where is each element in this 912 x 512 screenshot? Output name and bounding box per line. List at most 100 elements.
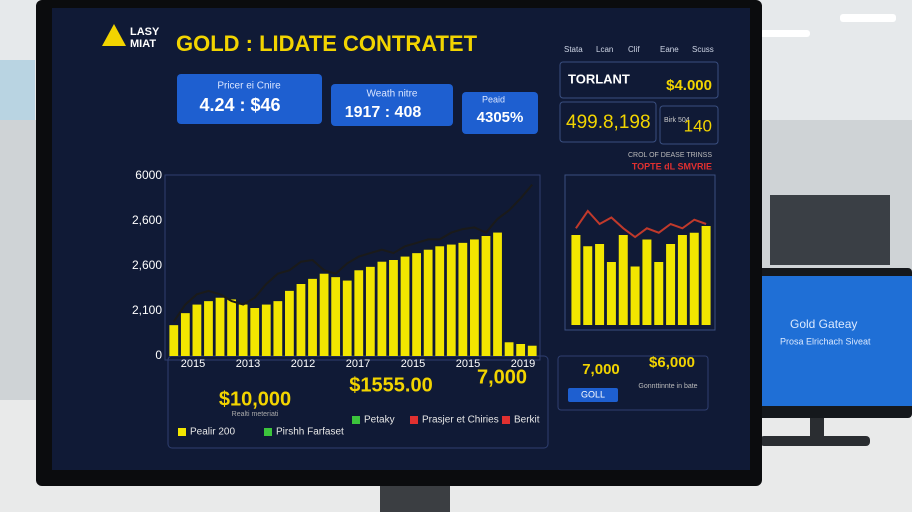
legend-label: Pirshh Farfaset xyxy=(276,427,344,438)
bar xyxy=(285,290,294,356)
bar xyxy=(180,313,190,356)
side-value-box xyxy=(559,101,657,143)
x-tick-label: 2017 xyxy=(346,358,370,370)
second-monitor-title: Gold Gateay xyxy=(790,317,857,331)
bar xyxy=(169,325,179,356)
bar xyxy=(215,297,225,356)
bar xyxy=(516,344,526,356)
logo-text: LASY xyxy=(130,26,160,38)
side-small-value: 140 xyxy=(684,116,712,135)
bar xyxy=(606,262,616,325)
legend-swatch xyxy=(352,416,360,424)
side-header-box xyxy=(559,61,719,99)
side-header-label: TORLANT xyxy=(568,71,630,86)
bar xyxy=(446,244,456,356)
bar xyxy=(342,280,352,356)
legend-swatch xyxy=(178,428,186,436)
bar xyxy=(331,277,341,356)
second-monitor-base xyxy=(760,436,870,446)
card-value: 4.24 : $46 xyxy=(199,95,280,115)
y-tick-label: 2,600 xyxy=(132,258,162,272)
bar xyxy=(481,236,491,356)
bar xyxy=(423,249,433,356)
stat-card xyxy=(462,92,538,134)
bar xyxy=(595,244,605,325)
bar xyxy=(308,278,317,356)
bar xyxy=(400,256,410,356)
ceiling-light xyxy=(760,30,810,37)
bar xyxy=(583,246,593,325)
side-note: CROL OF DEASE TRINSS xyxy=(628,152,712,159)
bar xyxy=(618,235,628,325)
y-tick-label: 0 xyxy=(155,348,162,362)
card-label: Pricer ei Cnire xyxy=(217,81,281,92)
bar xyxy=(642,239,652,325)
main-chart-frame xyxy=(164,174,541,361)
bar xyxy=(227,299,236,356)
legend-swatch xyxy=(264,428,272,436)
second-monitor-screen xyxy=(760,276,912,406)
side-bottom-caption: Gonnttinnte in bate xyxy=(638,383,697,390)
bar xyxy=(701,226,711,325)
tab: Lcan xyxy=(596,45,613,54)
tab: Clif xyxy=(628,45,640,54)
card-label: Weath nitre xyxy=(367,89,418,100)
bar xyxy=(261,304,271,356)
y-tick-label: 2,100 xyxy=(132,303,162,317)
bar xyxy=(458,242,468,356)
bar xyxy=(689,232,699,325)
bar xyxy=(204,301,213,356)
gold-button[interactable] xyxy=(568,388,618,402)
dashboard-title: GOLD : LIDATE CONTRATET xyxy=(176,31,478,56)
bar xyxy=(250,308,260,356)
legend-swatch xyxy=(502,416,510,424)
stat-card xyxy=(177,74,322,124)
side-bottom-panel xyxy=(557,355,709,411)
side-value-box xyxy=(659,105,719,145)
y-tick-label: 2,600 xyxy=(132,213,162,227)
bar xyxy=(296,284,306,356)
bar xyxy=(470,239,479,356)
side-bottom-value: $6,000 xyxy=(649,354,695,371)
tab: Scuss xyxy=(692,45,714,54)
x-tick-label: 2013 xyxy=(236,358,260,370)
side-bottom-value: 7,000 xyxy=(582,361,620,378)
x-tick-label: 2015 xyxy=(456,358,480,370)
bottom-stat-label: Realti meteriati xyxy=(232,411,279,418)
bottom-stat-value: 7,000 xyxy=(477,366,527,388)
legend-label: Berkit xyxy=(514,415,540,426)
bottom-stat-value: $1555.00 xyxy=(349,374,432,396)
bar xyxy=(493,232,502,356)
second-monitor-subtitle: Prosa Elrichach Siveat xyxy=(780,336,871,346)
bar xyxy=(319,273,329,356)
gold-button-label[interactable]: GOLL xyxy=(581,389,605,399)
bar xyxy=(677,235,687,325)
x-tick-label: 2019 xyxy=(511,358,535,370)
tab: Eane xyxy=(660,45,679,54)
side-small-label: Birk 504 xyxy=(664,117,690,124)
bar xyxy=(630,266,640,325)
legend-label: Prasjer et Chiries xyxy=(422,415,499,426)
bar xyxy=(435,246,445,356)
side-chart-frame xyxy=(564,174,716,331)
logo-icon xyxy=(102,24,126,46)
ceiling-light xyxy=(840,14,896,22)
background-monitor xyxy=(770,195,890,265)
legend-swatch xyxy=(410,416,418,424)
bar xyxy=(365,266,375,356)
bar xyxy=(571,235,581,325)
bar xyxy=(354,270,364,356)
x-tick-label: 2012 xyxy=(291,358,315,370)
x-tick-label: 2015 xyxy=(401,358,425,370)
window xyxy=(0,60,35,120)
legend-label: Petaky xyxy=(364,415,395,426)
bar xyxy=(273,301,283,356)
bar xyxy=(527,345,537,356)
bar xyxy=(666,244,676,325)
side-header-value: $4.000 xyxy=(666,77,712,94)
bottom-stat-value: $10,000 xyxy=(219,388,291,410)
trend-line xyxy=(575,209,707,239)
bar xyxy=(412,253,421,356)
logo-text: MIAT xyxy=(130,38,156,50)
